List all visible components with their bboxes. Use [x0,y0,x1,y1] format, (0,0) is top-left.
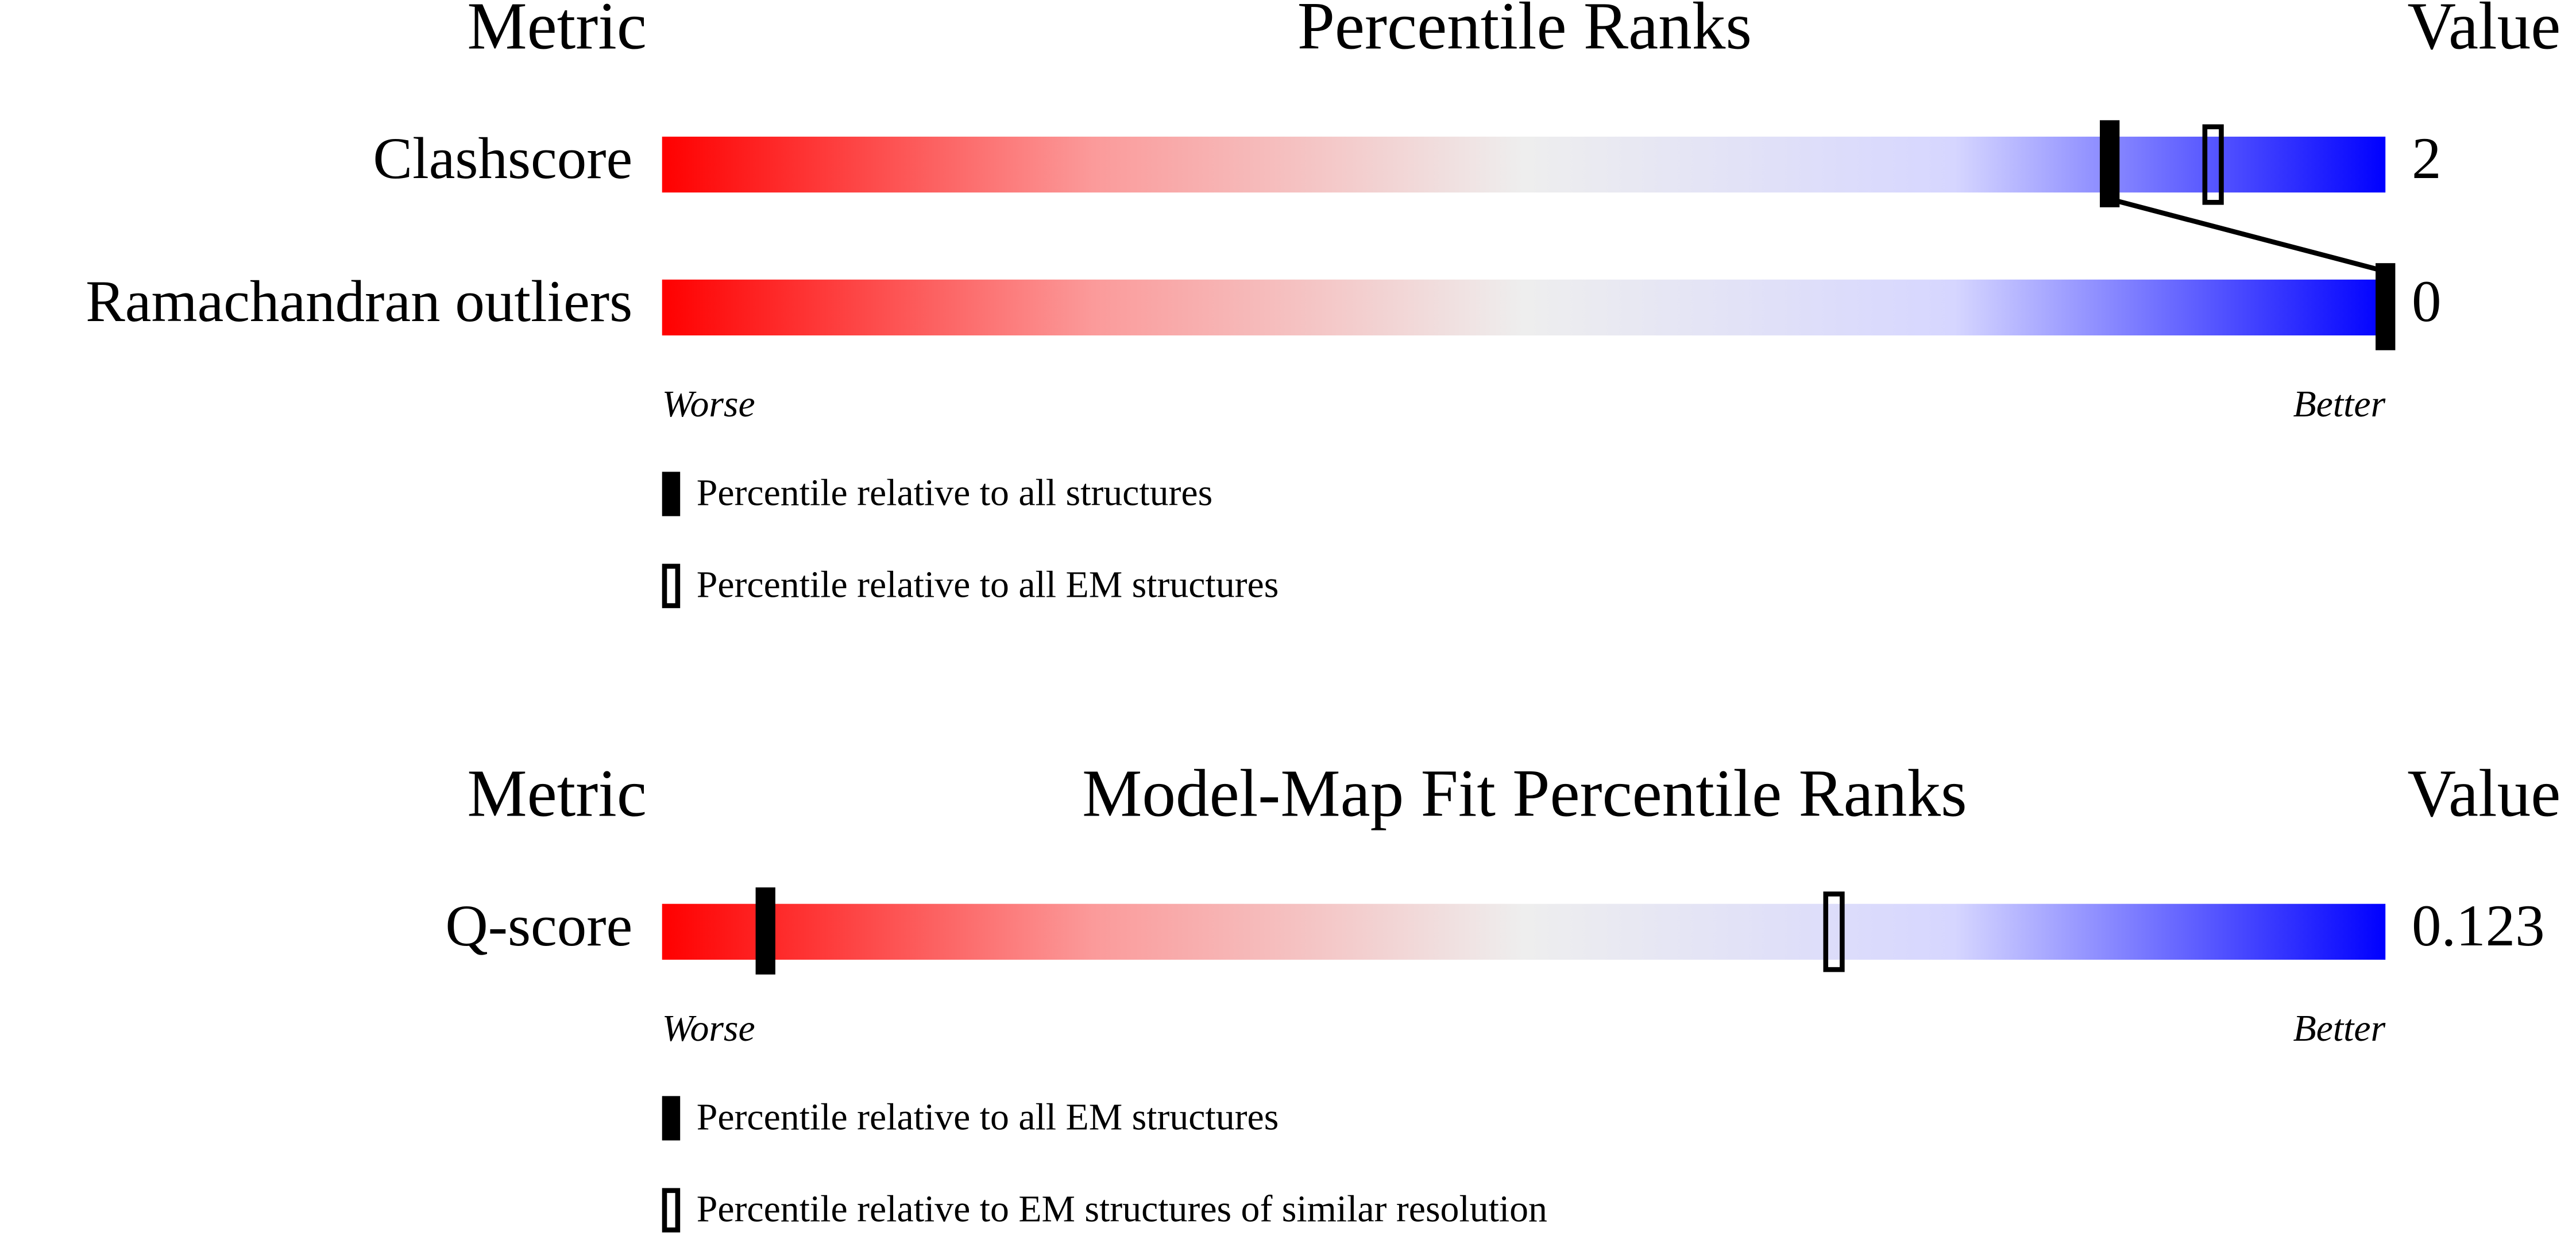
legend-label: Percentile relative to EM structures of … [697,1188,1547,1230]
legend-label: Percentile relative to all EM structures [697,1096,1279,1138]
legend-label: Percentile relative to all EM structures [697,564,1279,606]
header-title: Model-Map Fit Percentile Ranks [1082,756,1967,831]
legend-swatch [662,1188,681,1233]
better-label: Better [2293,1007,2385,1049]
connector [2109,196,2386,274]
legend-label: Percentile relative to all structures [697,472,1212,513]
metric-name: Ramachandran outliers [86,269,632,334]
better-label: Better [2293,383,2385,425]
legend-swatch [662,472,681,516]
metric-name: Q-score [445,893,632,959]
marker-open [2202,124,2224,205]
header-metric: Metric [467,0,647,64]
legend-swatch [662,1096,681,1141]
slider-bar [662,279,2386,336]
header-title: Percentile Ranks [1297,0,1752,64]
marker-filled [2376,263,2396,350]
worse-label: Worse [662,383,755,425]
legend-swatch [662,563,681,608]
header-value: Value [2407,0,2560,64]
metric-name: Clashscore [373,126,632,191]
metric-value: 0.123 [2412,893,2545,959]
slider-bar [662,136,2386,193]
worse-label: Worse [662,1007,755,1049]
header-value: Value [2407,756,2560,831]
marker-filled [755,887,775,975]
metric-value: 2 [2412,126,2441,191]
metric-value: 0 [2412,269,2441,334]
marker-filled [2099,120,2120,207]
header-metric: Metric [467,756,647,831]
marker-open [1823,891,1845,972]
slider-bar [662,903,2386,960]
